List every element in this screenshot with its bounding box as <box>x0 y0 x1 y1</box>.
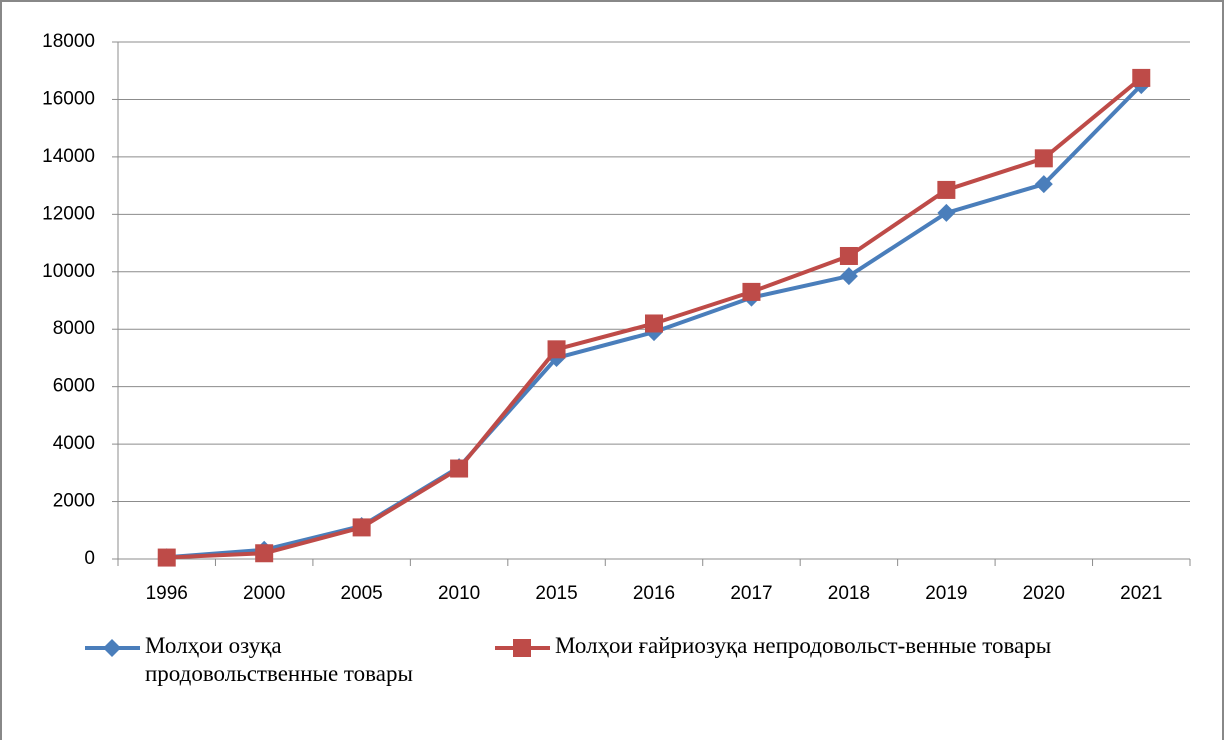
x-tick-label: 2021 <box>1120 583 1162 604</box>
x-tick-label: 1996 <box>146 583 188 604</box>
y-tick-label: 16000 <box>42 88 95 109</box>
y-tick-label: 12000 <box>42 203 95 224</box>
x-tick-label: 2010 <box>438 583 480 604</box>
x-tick-label: 2020 <box>1023 583 1065 604</box>
marker <box>839 246 858 265</box>
marker <box>1034 175 1053 194</box>
marker <box>1034 149 1053 168</box>
y-tick-label: 0 <box>84 548 95 569</box>
marker <box>352 518 371 537</box>
marker <box>839 267 858 286</box>
x-tick-label: 2000 <box>243 583 285 604</box>
legend-label: Молҳои озуқа продовольственные товары <box>145 633 413 686</box>
marker <box>645 314 663 333</box>
marker <box>937 180 956 199</box>
x-tick-label: 2019 <box>925 583 967 604</box>
x-tick-label: 2015 <box>535 583 577 604</box>
marker <box>157 548 176 567</box>
marker <box>742 282 761 301</box>
marker <box>450 459 469 478</box>
x-tick-label: 2005 <box>340 583 382 604</box>
marker <box>547 340 566 359</box>
y-tick-label: 18000 <box>42 31 95 52</box>
x-tick-label: 2016 <box>633 583 675 604</box>
y-tick-label: 4000 <box>53 433 95 454</box>
y-tick-label: 14000 <box>42 146 95 167</box>
y-tick-label: 10000 <box>42 261 95 282</box>
x-tick-label: 2018 <box>828 583 870 604</box>
legend-label: Молҳои ғайриозуқа непродовольст-венные т… <box>555 633 1052 658</box>
y-tick-label: 8000 <box>53 318 95 339</box>
y-tick-label: 6000 <box>53 376 95 397</box>
y-tick-label: 2000 <box>53 491 95 512</box>
marker <box>937 203 956 222</box>
marker <box>1132 68 1151 87</box>
x-tick-label: 2017 <box>730 583 772 604</box>
marker <box>103 639 121 657</box>
marker <box>255 544 274 563</box>
marker <box>513 639 531 657</box>
